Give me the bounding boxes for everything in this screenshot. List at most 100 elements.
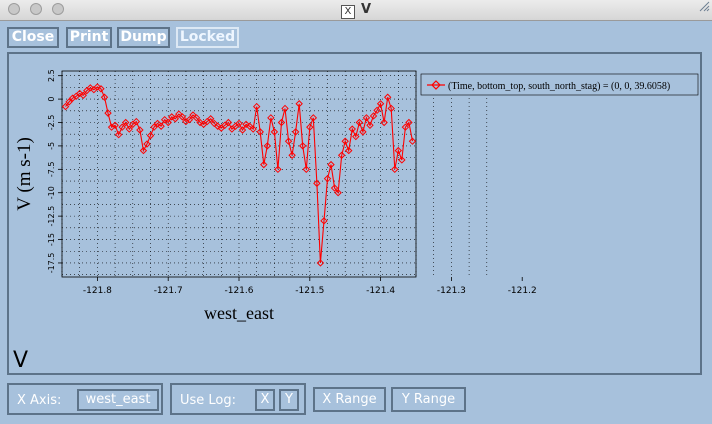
data-point <box>125 125 133 133</box>
data-point <box>111 121 119 130</box>
data-point <box>189 111 197 119</box>
x-tick-label: -121.7 <box>154 286 183 296</box>
y-tick-label: -17.5 <box>47 253 56 274</box>
x11-logo-icon: X <box>340 5 355 19</box>
data-point <box>369 112 378 120</box>
x-axis-label: west_east <box>204 303 274 323</box>
data-point <box>359 128 367 136</box>
print-button[interactable]: Print <box>66 27 112 48</box>
log-x-toggle[interactable]: X <box>255 389 275 411</box>
data-point <box>313 179 321 188</box>
y-tick-label: 0 <box>47 97 56 102</box>
locked-button[interactable]: Locked <box>176 27 239 48</box>
data-point <box>150 123 158 131</box>
window-minimize-control[interactable] <box>30 3 42 15</box>
data-point <box>192 114 201 122</box>
data-point <box>337 151 346 159</box>
data-point <box>196 118 204 127</box>
data-point <box>242 120 250 129</box>
series-v <box>61 83 417 267</box>
data-point <box>380 118 388 127</box>
legend-label: (Time, bottom_top, south_north_stag) = (… <box>448 81 670 92</box>
data-point <box>139 146 148 155</box>
data-point <box>341 137 349 145</box>
grid <box>61 71 417 277</box>
data-point <box>277 118 286 127</box>
x-tick-label: -121.4 <box>366 286 395 296</box>
data-point <box>299 142 307 150</box>
x-range-button[interactable]: X Range <box>313 387 386 412</box>
data-point <box>288 151 296 159</box>
window-zoom-control[interactable] <box>52 3 64 15</box>
data-point <box>168 113 176 121</box>
data-point <box>401 123 410 131</box>
y-tick-label: -5 <box>47 142 56 150</box>
data-point <box>136 126 144 134</box>
log-y-toggle[interactable]: Y <box>279 389 299 411</box>
data-point <box>316 259 325 267</box>
data-point <box>274 165 282 174</box>
data-point <box>97 85 105 93</box>
data-point <box>348 125 356 133</box>
data-point <box>295 100 303 108</box>
data-point <box>387 104 395 113</box>
window-title-text: V <box>360 2 372 17</box>
dump-button[interactable]: Dump <box>117 27 170 48</box>
data-point <box>334 189 342 197</box>
data-point <box>352 132 360 141</box>
x-tick-label: -121.3 <box>437 286 466 296</box>
data-point <box>185 115 194 124</box>
resize-grip-icon[interactable] <box>698 0 710 12</box>
data-point <box>302 165 310 174</box>
data-point <box>235 119 243 128</box>
window-close-control[interactable] <box>8 3 20 15</box>
data-point <box>118 123 126 131</box>
x-axis-label-text: X Axis: <box>17 393 62 408</box>
data-point <box>267 114 275 122</box>
data-point <box>320 217 328 225</box>
use-log-panel: Use Log: X Y <box>170 383 306 415</box>
legend: (Time, bottom_top, south_north_stag) = (… <box>420 73 699 96</box>
data-point <box>260 160 268 169</box>
data-point <box>164 118 172 127</box>
data-point <box>86 84 95 92</box>
y-axis-label: V (m s-1) <box>14 137 35 211</box>
y-range-button[interactable]: Y Range <box>391 387 466 412</box>
plot-box <box>61 70 417 278</box>
data-point <box>383 93 392 101</box>
legend-marker-icon <box>431 80 441 90</box>
data-point <box>391 165 399 174</box>
x-axis-panel: X Axis: west_east <box>7 383 163 415</box>
data-point <box>93 83 102 91</box>
data-point <box>157 122 165 130</box>
data-point <box>284 137 293 145</box>
data-point <box>373 106 381 115</box>
data-point <box>153 119 162 128</box>
y-tick-label: -2.5 <box>47 115 56 131</box>
axis-ticks: -121.8 -121.7 -121.6 -121.5 -121.4 -121.3 -121… <box>47 69 537 296</box>
data-point <box>408 137 417 145</box>
data-point <box>206 115 215 123</box>
use-log-label-text: Use Log: <box>180 393 237 408</box>
data-point <box>143 140 151 148</box>
data-point <box>249 125 257 133</box>
y-tick-label: -12.5 <box>47 206 56 227</box>
close-button[interactable]: Close <box>7 27 59 48</box>
data-point <box>224 118 233 127</box>
data-point <box>75 89 84 98</box>
data-point <box>252 102 261 111</box>
data-point <box>281 104 289 113</box>
extended-grid <box>433 98 488 277</box>
data-point <box>214 122 222 130</box>
data-point <box>355 118 364 127</box>
data-point <box>175 110 183 118</box>
data-point <box>327 160 335 169</box>
data-point <box>323 174 332 183</box>
x-axis-select[interactable]: west_east <box>77 389 159 411</box>
data-point <box>376 100 385 108</box>
y-tick-label: -7.5 <box>47 162 56 178</box>
data-point <box>291 128 300 136</box>
